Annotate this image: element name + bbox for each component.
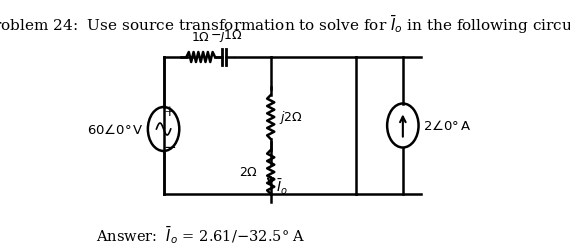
Text: $-j1\Omega$: $-j1\Omega$ (210, 27, 243, 44)
Text: $1\Omega$: $1\Omega$ (191, 31, 210, 44)
Text: +: + (164, 104, 175, 118)
Text: Problem 24:  Use source transformation to solve for $\bar{I}_o$ in the following: Problem 24: Use source transformation to… (0, 14, 570, 36)
Text: $60\angle 0°\,\mathrm{V}$: $60\angle 0°\,\mathrm{V}$ (87, 122, 144, 136)
Text: $j2\Omega$: $j2\Omega$ (279, 109, 303, 126)
Text: $2\Omega$: $2\Omega$ (239, 166, 258, 179)
Text: $2\angle 0°\,\mathrm{A}$: $2\angle 0°\,\mathrm{A}$ (423, 119, 471, 133)
Text: $\bar{I}_o$: $\bar{I}_o$ (276, 177, 288, 196)
Text: Answer:  $\bar{I}_o$ = 2.61/−32.5° A: Answer: $\bar{I}_o$ = 2.61/−32.5° A (96, 223, 306, 245)
Text: −: − (163, 140, 176, 154)
